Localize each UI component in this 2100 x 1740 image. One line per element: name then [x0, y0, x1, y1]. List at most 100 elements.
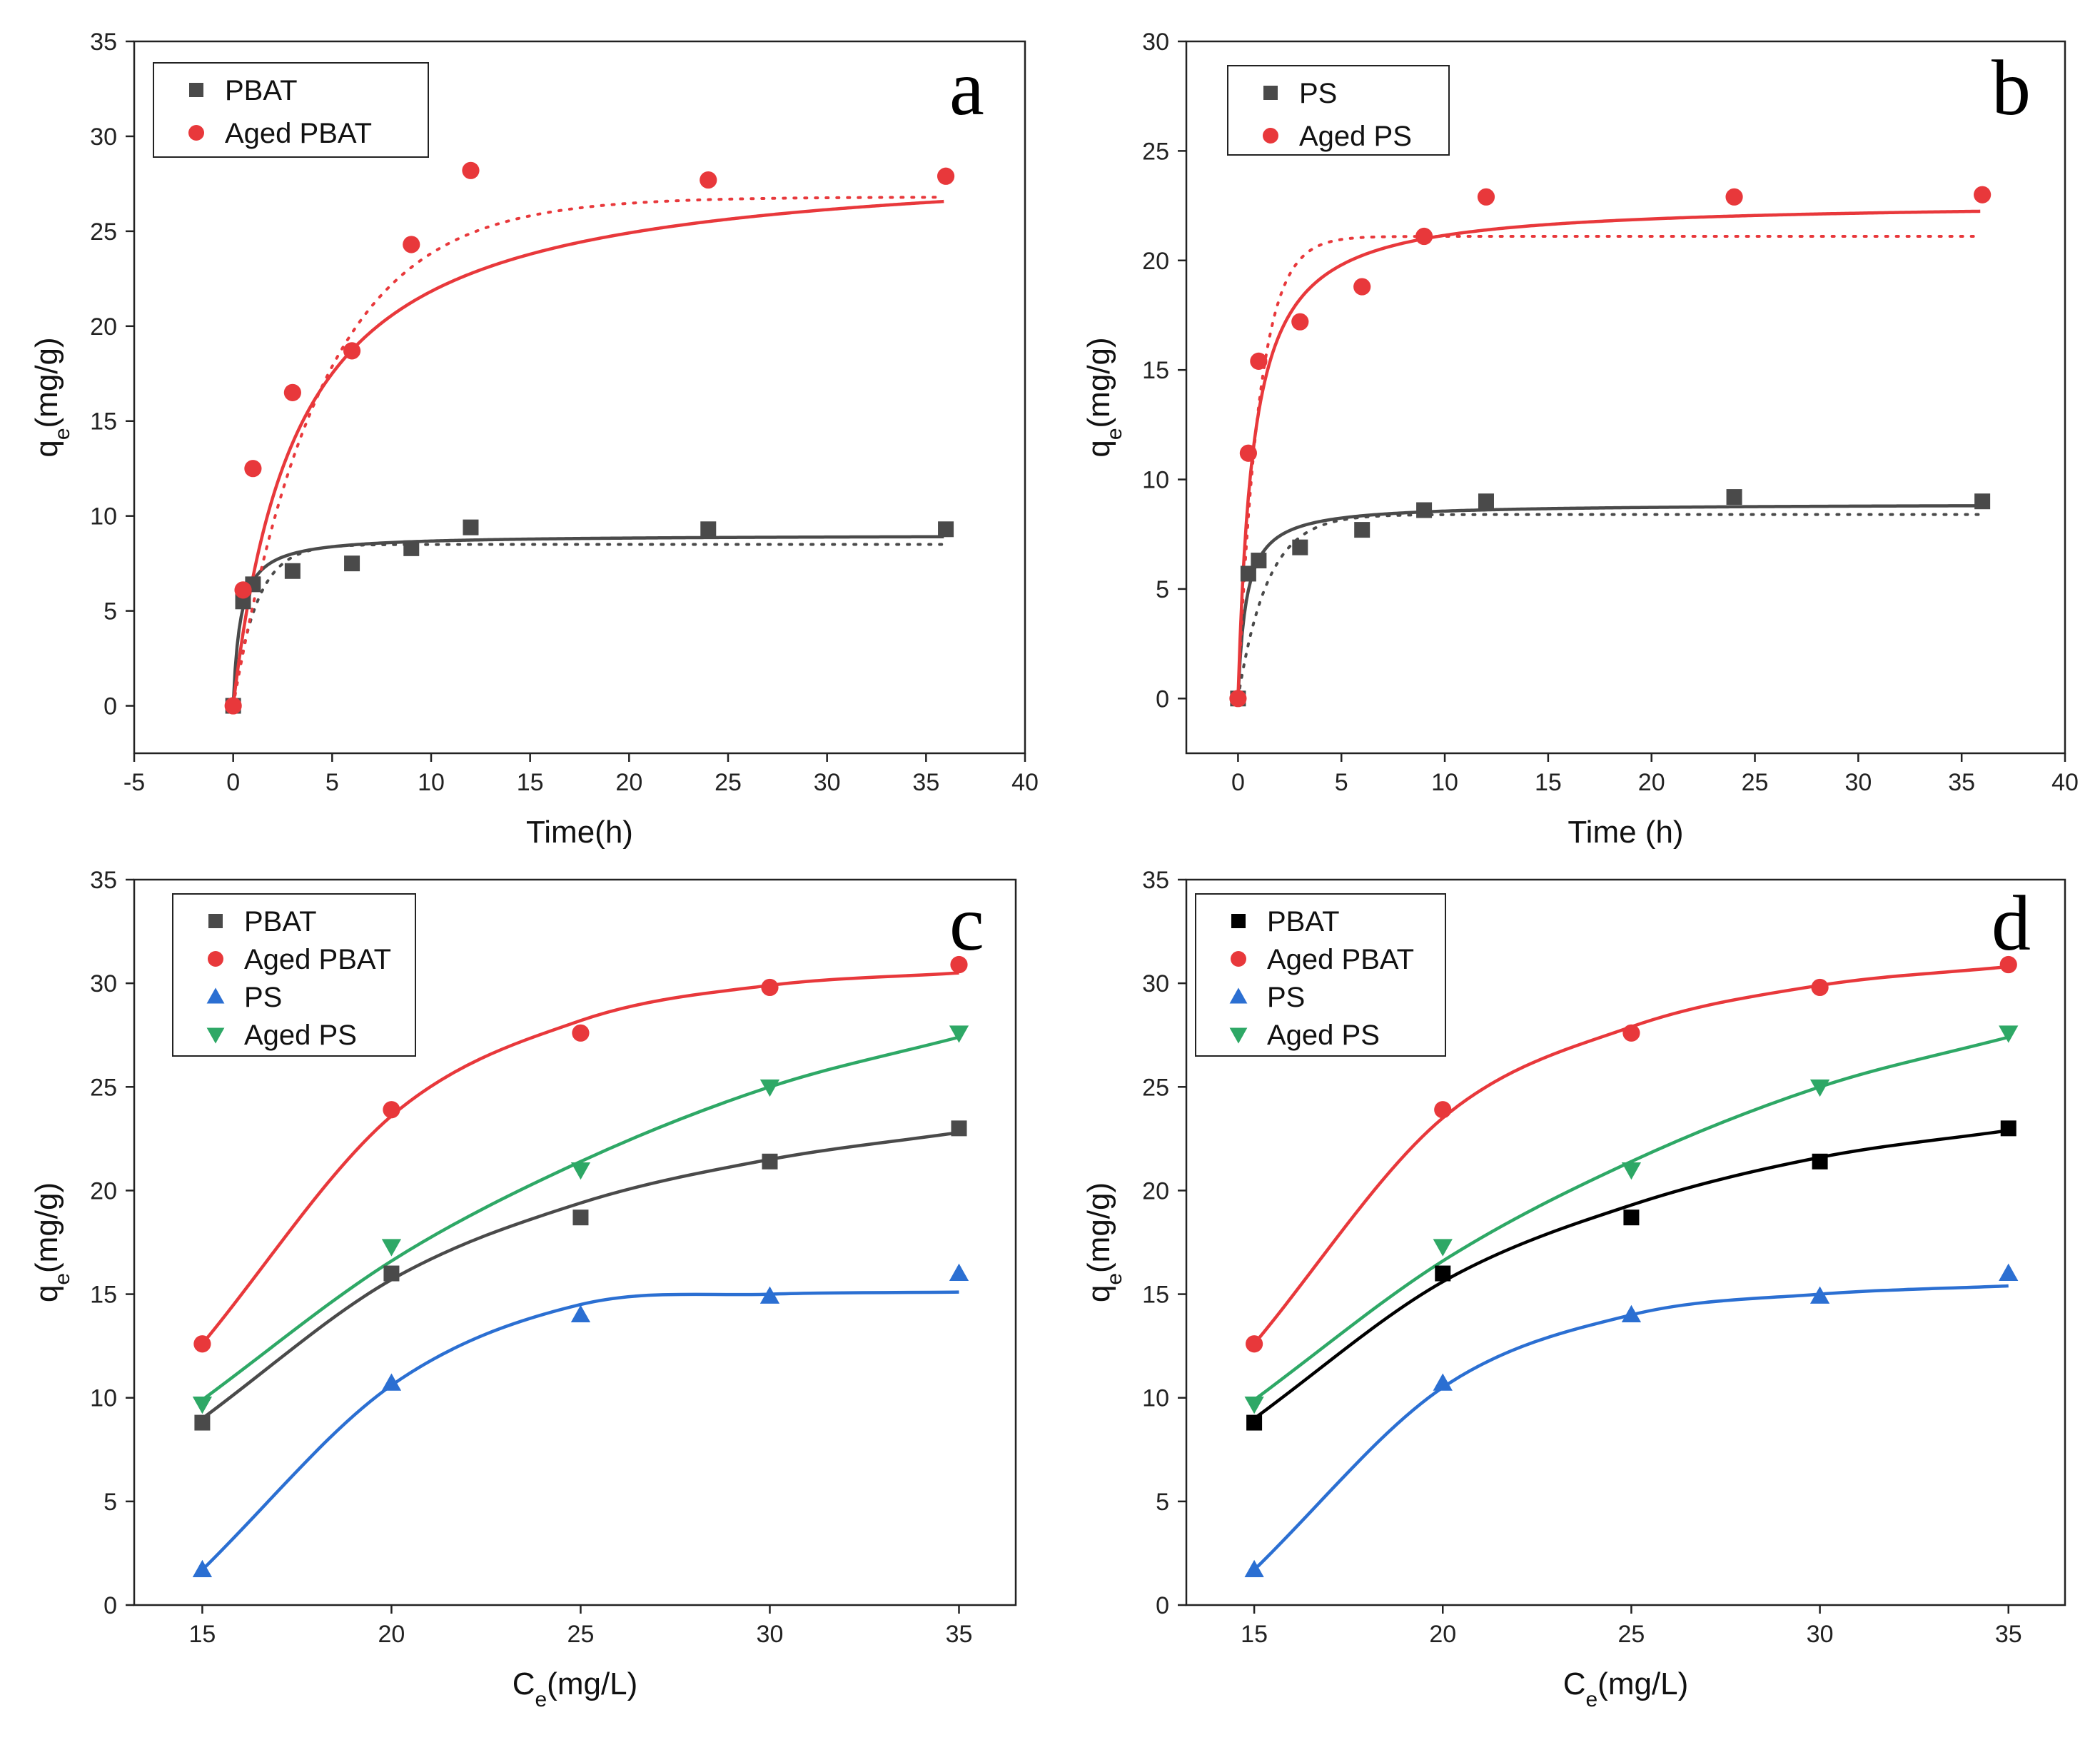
- y-tick-label: 5: [104, 598, 117, 625]
- panel-d: 15 20 25 30 35 0 5 10 15 20 25 30 35 Ce(mg/L) qe(mg/g)…: [1081, 867, 2066, 1711]
- series-aged-ps: [1244, 1025, 2019, 1414]
- legend-marker: [1231, 914, 1246, 928]
- y-tick-label: 30: [1142, 970, 1169, 997]
- data-point: [1250, 352, 1268, 370]
- data-point: [1244, 1397, 1264, 1414]
- legend: PS Aged PS: [1227, 65, 1450, 156]
- y-tick-label: 25: [90, 218, 117, 246]
- data-point: [1433, 1239, 1453, 1257]
- data-point: [403, 236, 420, 253]
- series-aged-pbat: [193, 955, 968, 1353]
- x-axis-label: Ce(mg/L): [1563, 1666, 1689, 1711]
- data-point: [1240, 565, 1256, 582]
- data-point: [343, 342, 361, 360]
- y-tick-label: 20: [1142, 248, 1169, 275]
- y-tick-label: 35: [90, 29, 117, 56]
- data-point: [1353, 278, 1371, 296]
- data-point: [572, 1024, 590, 1042]
- fit-dotted-aged-ps: [1236, 235, 1982, 700]
- x-axis-label: Time(h): [526, 815, 633, 850]
- legend-marker: [188, 125, 204, 141]
- series-pbat: [1246, 1120, 2016, 1431]
- y-tick-label: 5: [104, 1489, 117, 1516]
- x-tick-label: 20: [378, 1621, 405, 1648]
- plot-frame: [133, 878, 1017, 1606]
- plot-frame: [1185, 40, 2066, 755]
- data-point: [462, 161, 480, 179]
- data-point: [1974, 493, 1991, 510]
- fit-line-ps: [1236, 504, 1981, 699]
- data-point: [1622, 1024, 1640, 1042]
- legend-label: PS: [244, 982, 282, 1013]
- legend-label: PS: [1267, 982, 1305, 1013]
- data-point: [244, 460, 262, 478]
- data-point: [383, 1101, 400, 1119]
- y-tick-label: 10: [90, 503, 117, 530]
- y-tick-label: 30: [1142, 29, 1169, 56]
- data-point: [1292, 539, 1308, 555]
- legend-box: [153, 62, 429, 158]
- legend-marker: [1229, 1027, 1248, 1044]
- data-point: [194, 1414, 211, 1431]
- x-tick-label: 5: [1335, 769, 1348, 796]
- x-tick-label: 30: [1807, 1621, 1834, 1648]
- data-point: [1245, 1335, 1263, 1353]
- data-point: [1434, 1101, 1452, 1119]
- legend-label: Aged PS: [244, 1020, 357, 1051]
- panel-letter: a: [949, 44, 984, 131]
- data-point: [1416, 502, 1433, 518]
- data-point: [224, 697, 242, 715]
- data-point: [284, 563, 301, 579]
- y-tick-label: 10: [1142, 467, 1169, 494]
- data-point: [1354, 522, 1370, 538]
- data-point: [1621, 1162, 1642, 1180]
- y-tick-label: 15: [1142, 357, 1169, 384]
- data-point: [949, 1025, 969, 1043]
- x-tick-label: 35: [912, 769, 939, 796]
- x-tick-label: 30: [757, 1621, 784, 1648]
- data-point: [403, 540, 420, 556]
- x-tick-label: 25: [1618, 1621, 1645, 1648]
- y-tick-label: 15: [1142, 1282, 1169, 1309]
- y-tick-label: 0: [104, 1592, 117, 1619]
- x-tick-label: 20: [1638, 769, 1665, 796]
- x-tick-label: 0: [226, 769, 240, 796]
- legend-marker: [206, 1027, 225, 1044]
- data-point: [1999, 1025, 2019, 1043]
- legend-marker: [206, 987, 225, 1004]
- fit-line-aged-pbat: [201, 971, 959, 1345]
- y-tick-label: 15: [90, 1282, 117, 1309]
- legend-label: PBAT: [225, 75, 298, 106]
- y-tick-label: 25: [1142, 1074, 1169, 1101]
- fit-line-pbat: [1253, 1129, 2009, 1420]
- data-point: [1999, 1263, 2019, 1281]
- legend-marker: [208, 914, 223, 928]
- data-point: [1433, 1373, 1453, 1391]
- y-tick-label: 30: [90, 124, 117, 151]
- y-axis-label: qe(mg/g): [1081, 337, 1126, 457]
- panel-letter: d: [1992, 880, 2031, 967]
- data-point: [759, 1079, 780, 1097]
- data-point: [1229, 690, 1247, 708]
- panel-c: 15 20 25 30 35 0 5 10 15 20 25 30 35 Ce(mg/L) qe(mg/g)…: [29, 867, 1017, 1711]
- x-tick-label: 30: [1844, 769, 1872, 796]
- y-axis-label: qe(mg/g): [29, 337, 74, 457]
- panel-b: 0 5 10 15 20 25 30 35 40 0 5 10 15 20 25 30 Time (h) qe(m…: [1081, 29, 2079, 850]
- x-tick-label: 35: [946, 1621, 973, 1648]
- series-pbat: [194, 1120, 967, 1431]
- data-point: [192, 1397, 213, 1414]
- data-point: [1251, 553, 1267, 569]
- panel-a: -5 0 5 10 15 20 25 30 35 40 0 5 10 15 20 25 30 35 Time(h) q…: [29, 29, 1039, 850]
- x-tick-label: 25: [1742, 769, 1769, 796]
- y-tick-label: 5: [1156, 576, 1169, 603]
- x-axis-label: Ce(mg/L): [513, 1666, 638, 1711]
- series-aged-ps: [1229, 186, 1992, 708]
- plot-frame: [133, 40, 1026, 755]
- legend-marker: [189, 83, 203, 97]
- legend-label: Aged PBAT: [1267, 944, 1414, 975]
- fit-dotted-pbat: [231, 543, 946, 708]
- data-point: [234, 581, 252, 599]
- series-ps: [1244, 1263, 2019, 1578]
- x-tick-label: 15: [1241, 1621, 1268, 1648]
- y-tick-label: 10: [90, 1385, 117, 1412]
